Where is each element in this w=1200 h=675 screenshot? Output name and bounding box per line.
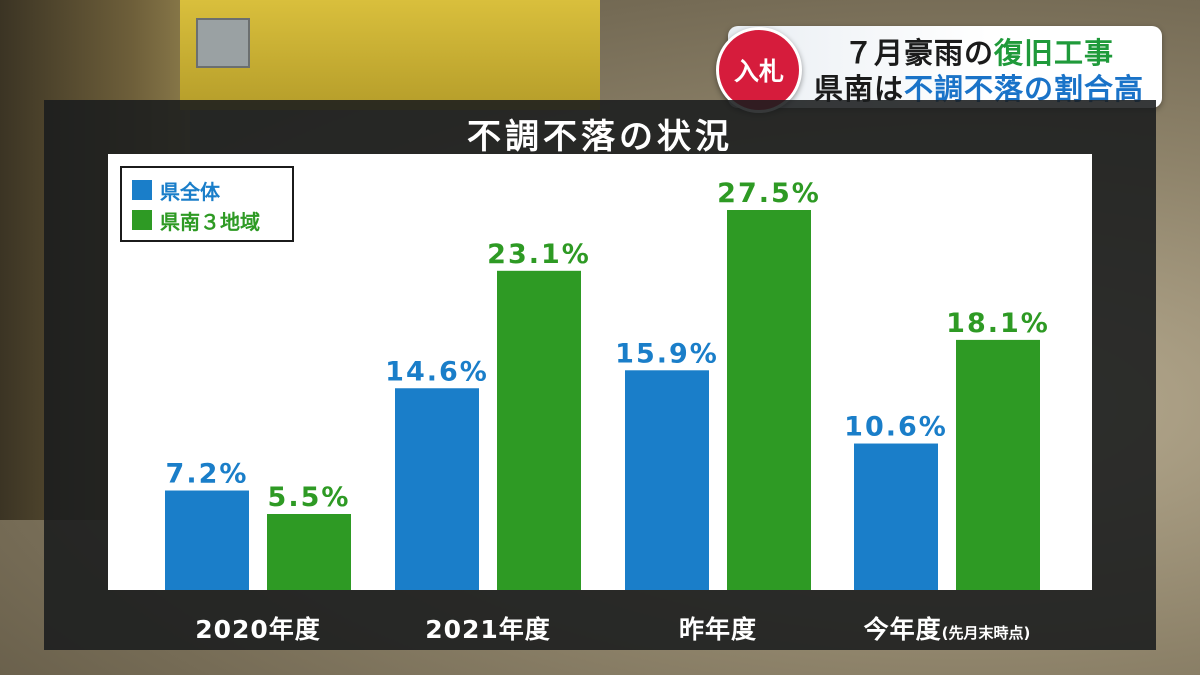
chart-title: 不調不落の状況 (467, 117, 733, 157)
bar-prefecture-1 (395, 388, 479, 590)
category-label-2020: 2020年度 (195, 610, 321, 646)
data-label-south-3: 18.1% (946, 308, 1050, 339)
bar-south-3 (956, 339, 1040, 590)
category-label-2021: 2021年度 (425, 610, 551, 646)
bar-south-1 (497, 270, 581, 590)
bar-prefecture-3 (854, 443, 938, 590)
chart-panel: 不調不落の状況 7.2% 14.6% 15.9% 10.6% 5.5% 23.1% 27.5… (44, 100, 1156, 650)
caption-line-1-highlight: 復旧工事 (994, 36, 1115, 70)
caption-line-1-text: ７月豪雨の (844, 36, 995, 70)
data-label-prefecture-1: 14.6% (385, 356, 489, 387)
legend-item-south: 県南３地域 (132, 208, 260, 234)
data-label-prefecture-2: 15.9% (615, 338, 719, 369)
category-label-last-year: 昨年度 (679, 610, 757, 646)
bar-chart: 7.2% 14.6% 15.9% 10.6% 5.5% 23.1% 27.5% 18.1% (165, 178, 1050, 590)
chart-legend: 県全体 県南３地域 (120, 166, 294, 242)
category-note-this-year: (先月末時点) (941, 624, 1031, 642)
bar-south-0 (267, 514, 351, 590)
bar-south-2 (727, 210, 811, 590)
background-machine-yellow (180, 0, 600, 110)
data-label-south-1: 23.1% (487, 239, 591, 270)
legend-swatch-blue (132, 180, 152, 200)
legend-swatch-green (132, 210, 152, 230)
bar-prefecture-0 (165, 490, 249, 590)
legend-item-prefecture: 県全体 (132, 178, 220, 204)
data-label-prefecture-3: 10.6% (844, 412, 948, 443)
bar-prefecture-2 (625, 370, 709, 590)
data-label-south-2: 27.5% (717, 178, 821, 209)
category-label-2021-text: 2021年度 (425, 615, 551, 644)
plot-area: 7.2% 14.6% 15.9% 10.6% 5.5% 23.1% 27.5% 18.1% 県… (108, 154, 1092, 590)
data-label-prefecture-0: 7.2% (166, 459, 249, 490)
data-label-south-0: 5.5% (268, 482, 351, 513)
category-label-this-year-text: 今年度 (863, 615, 942, 644)
legend-label-prefecture: 県全体 (160, 179, 220, 204)
legend-label-south: 県南３地域 (160, 209, 260, 234)
category-label-last-year-text: 昨年度 (678, 615, 758, 644)
background-plate (196, 18, 250, 68)
caption-tag: 入札 (716, 27, 802, 113)
category-label-2020-text: 2020年度 (195, 615, 321, 644)
category-label-this-year: 今年度(先月末時点) (864, 610, 1031, 646)
caption-line-1: ７月豪雨の復旧工事 (844, 30, 1114, 72)
